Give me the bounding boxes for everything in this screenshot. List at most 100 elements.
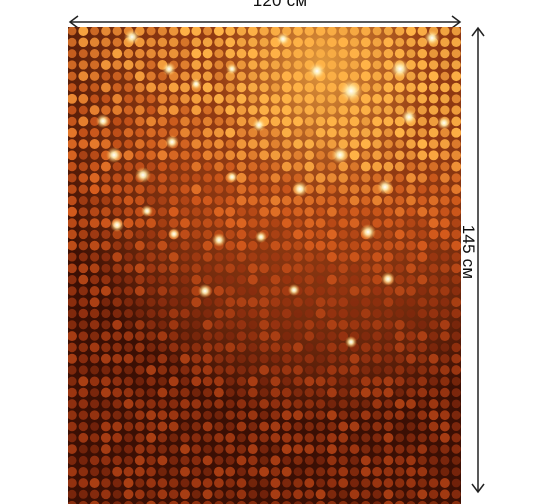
sequin-dot: [270, 218, 280, 228]
sequin-dot: [101, 410, 111, 420]
sequin-dot: [316, 207, 326, 217]
sequin-dot: [394, 455, 405, 466]
sequin-dot: [236, 195, 247, 206]
sequin-dot: [124, 500, 133, 504]
sequin-dot: [361, 500, 371, 504]
sequin-dot: [293, 116, 303, 127]
sequin-dot: [236, 218, 247, 229]
sequin-dot: [68, 150, 77, 161]
sequin-dot: [101, 455, 111, 466]
sequin-dot: [225, 308, 236, 319]
sequin-dot: [293, 376, 303, 387]
sequin-dot: [383, 240, 394, 251]
sequin-dot: [293, 218, 303, 228]
sequin-dot: [90, 422, 100, 431]
sequin-dot: [304, 93, 315, 104]
sequin-dot: [168, 421, 179, 432]
sequin-dot: [68, 116, 77, 126]
sequin-dot: [417, 240, 428, 251]
sequin-dot: [304, 173, 315, 183]
sequin-dot: [89, 331, 100, 341]
sequin-dot: [349, 353, 360, 364]
sequin-dot: [101, 105, 111, 115]
sequin-dot: [316, 455, 326, 465]
sequin-dot: [451, 263, 461, 274]
sequin-dot: [281, 399, 292, 409]
sequin-dot: [157, 150, 168, 161]
sequin-dot: [338, 218, 348, 228]
sequin-dot: [68, 37, 77, 47]
sequin-dot: [225, 105, 236, 116]
sequin-dot: [214, 139, 224, 149]
sequin-dot: [78, 241, 88, 251]
sequin-dot: [293, 275, 303, 285]
sequin-dot: [124, 94, 133, 104]
sequin-dot: [406, 229, 416, 240]
sequin-dot: [259, 252, 269, 262]
sequin-dot: [123, 207, 134, 217]
sequin-dot: [338, 399, 348, 409]
sequin-dot: [383, 161, 394, 172]
sequin-dot: [169, 128, 179, 138]
sequin-dot: [213, 93, 224, 104]
sequin-dot: [270, 399, 281, 409]
sequin-dot: [394, 319, 405, 330]
sequin-dot: [372, 252, 383, 262]
sequin-dot: [225, 27, 236, 36]
sequin-dot: [282, 173, 292, 183]
sequin-dot: [180, 162, 190, 172]
sequin-dot: [135, 297, 145, 307]
right-arrowhead: [451, 15, 462, 29]
sequin-dot: [428, 150, 439, 161]
sequin-dot: [191, 331, 201, 341]
sequin-dot: [157, 320, 167, 330]
sequin-dot: [439, 421, 450, 432]
sequin-dot: [451, 173, 461, 183]
sequin-dot: [68, 286, 77, 296]
sequin-dot: [89, 128, 100, 138]
sequin-dot: [180, 252, 190, 262]
sequin-dot: [123, 127, 134, 138]
sequin-dot: [191, 444, 202, 454]
sequin-sparkle: [252, 118, 266, 132]
sequin-dot: [281, 150, 292, 161]
sequin-dot: [259, 444, 269, 454]
sequin-dot: [123, 105, 134, 115]
sequin-dot: [406, 353, 416, 364]
sequin-dot: [372, 139, 382, 149]
sequin-dot: [372, 240, 382, 251]
sequin-dot: [417, 421, 427, 432]
sequin-dot: [428, 320, 439, 330]
sequin-dot: [135, 128, 145, 138]
sequin-dot: [236, 275, 247, 285]
sequin-dot: [180, 478, 190, 488]
sequin-dot: [146, 444, 156, 454]
sequin-dot: [338, 240, 348, 251]
sequin-dot: [180, 241, 190, 251]
sequin-dot: [134, 71, 145, 82]
sequin-dot: [440, 82, 450, 93]
sequin-dot: [395, 365, 405, 375]
sequin-dot: [372, 466, 382, 477]
sequin-dot: [89, 410, 100, 421]
sequin-sparkle: [226, 171, 238, 183]
sequin-dot: [440, 105, 450, 115]
sequin-dot: [214, 127, 224, 138]
sequin-dot: [259, 275, 269, 285]
sequin-dot: [394, 206, 405, 217]
sequin-dot: [327, 399, 337, 409]
sequin-dot: [293, 207, 303, 217]
sequin-dot: [112, 139, 122, 149]
sequin-dot: [428, 206, 439, 217]
sequin-dot: [236, 240, 247, 251]
sequin-dot: [180, 196, 190, 205]
sequin-dot: [191, 410, 202, 420]
sequin-dot: [248, 82, 258, 93]
sequin-dot: [157, 82, 168, 93]
sequin-dot: [429, 241, 439, 251]
sequin-dot: [383, 93, 394, 104]
sequin-dot: [214, 150, 224, 161]
sequin-dot: [68, 365, 77, 375]
sequin-dot: [68, 489, 77, 499]
sequin-dot: [429, 49, 439, 59]
